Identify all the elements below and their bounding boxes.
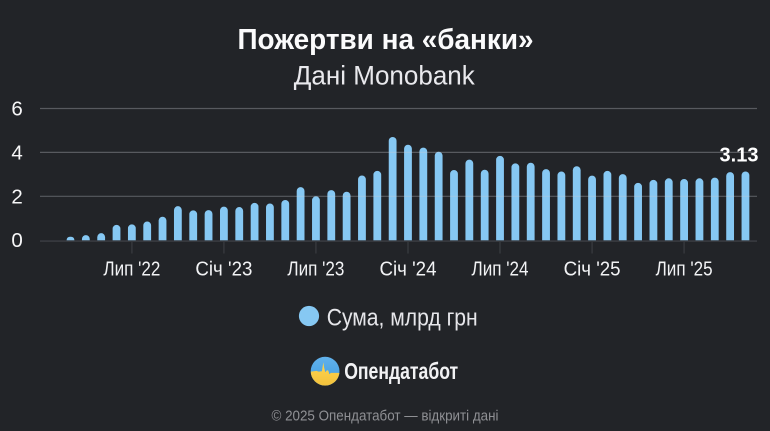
svg-text:3.13: 3.13 [720,145,759,167]
svg-text:Опендатабот: Опендатабот [344,358,458,384]
svg-text:© 2025 Опендатабот — відкриті: © 2025 Опендатабот — відкриті дані [272,408,499,425]
svg-text:Лип '22: Лип '22 [103,259,160,281]
svg-text:Пожертви на «банки»: Пожертви на «банки» [238,24,534,56]
svg-text:Січ '25: Січ '25 [564,259,621,281]
svg-text:Дані Monobank: Дані Monobank [294,61,476,91]
svg-text:Січ '24: Січ '24 [380,259,437,281]
svg-text:4: 4 [11,141,22,164]
svg-text:Сума, млрд грн: Сума, млрд грн [327,305,478,332]
svg-text:Січ '23: Січ '23 [195,259,252,281]
svg-text:Лип '25: Лип '25 [656,259,713,281]
svg-text:6: 6 [11,98,22,121]
svg-text:Лип '24: Лип '24 [472,259,529,281]
svg-text:0: 0 [11,229,22,252]
svg-text:Лип '23: Лип '23 [287,259,344,281]
svg-text:2: 2 [11,185,22,208]
